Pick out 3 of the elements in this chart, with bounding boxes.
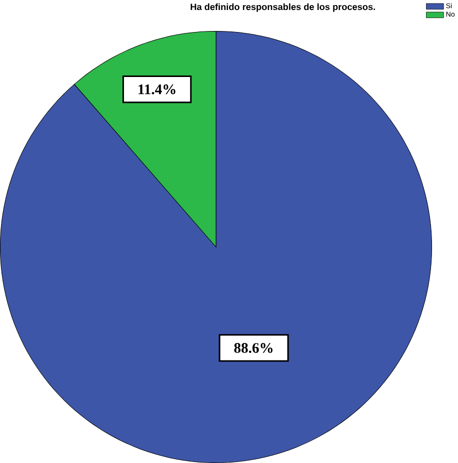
chart-title: Ha definido responsables de los procesos. — [190, 3, 375, 12]
data-label: 88.6% — [234, 343, 273, 353]
data-label: 11.4% — [138, 84, 176, 94]
